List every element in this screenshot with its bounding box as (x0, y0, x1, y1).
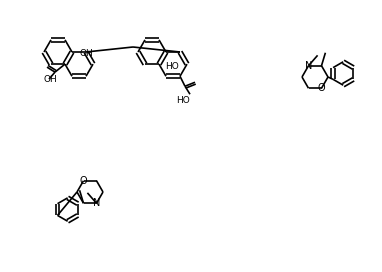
Text: O: O (318, 83, 325, 93)
Text: HO: HO (165, 62, 179, 71)
Text: O: O (80, 176, 87, 186)
Text: HO: HO (176, 96, 190, 105)
Text: N: N (93, 198, 100, 208)
Text: OH: OH (80, 50, 94, 58)
Text: OH: OH (43, 75, 57, 84)
Text: N: N (305, 61, 312, 71)
